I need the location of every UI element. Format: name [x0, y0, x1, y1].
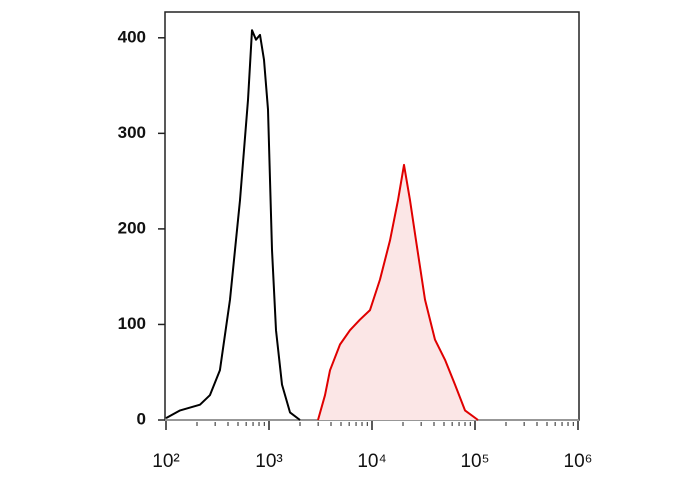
histogram-line	[317, 163, 479, 421]
x-tick-label: 10²	[152, 451, 179, 472]
x-tick-label: 10³	[255, 451, 282, 472]
y-tick-label: 400	[118, 27, 146, 46]
histogram-area	[318, 164, 478, 420]
x-tick-label: 10⁵	[460, 451, 489, 472]
x-tick-label: 10⁴	[357, 451, 386, 472]
y-tick-label: 0	[137, 409, 146, 428]
x-tick-label: 10⁶	[564, 451, 593, 472]
y-tick-label: 200	[118, 218, 146, 237]
y-tick-label: 300	[118, 123, 146, 142]
histogram-line	[165, 29, 301, 421]
y-tick-label: 100	[118, 314, 146, 333]
